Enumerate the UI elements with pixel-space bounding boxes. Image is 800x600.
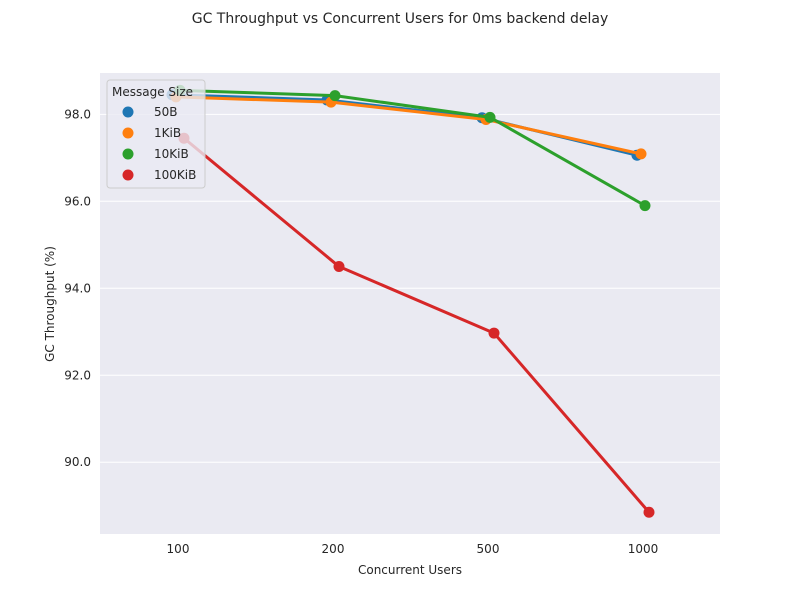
data-point — [333, 261, 345, 273]
legend-marker — [122, 127, 134, 139]
y-tick-label: 90.0 — [64, 455, 91, 469]
y-tick-label: 92.0 — [64, 368, 91, 382]
y-tick-label: 94.0 — [64, 281, 91, 295]
x-tick-label: 200 — [322, 542, 345, 556]
y-tick-label: 96.0 — [64, 194, 91, 208]
legend-title: Message Size — [112, 85, 193, 99]
x-axis: 100 200 500 1000 — [167, 542, 659, 556]
y-axis-label: GC Throughput (%) — [43, 246, 57, 362]
legend-marker — [122, 148, 134, 160]
series-line — [174, 95, 643, 156]
y-tick-label: 98.0 — [64, 107, 91, 121]
data-point — [329, 90, 341, 102]
legend-entry: 100KiB — [154, 168, 196, 182]
legend-box — [106, 79, 206, 189]
chart-title: GC Throughput vs Concurrent Users for 0m… — [192, 11, 609, 27]
series-layer — [166, 84, 655, 518]
series-line — [178, 88, 647, 208]
y-axis: 90.0 92.0 94.0 96.0 98.0 — [64, 107, 91, 469]
data-point — [643, 506, 655, 518]
legend-entry: 10KiB — [154, 147, 189, 161]
data-point — [639, 200, 651, 212]
x-tick-label: 100 — [167, 542, 190, 556]
x-axis-label: Concurrent Users — [358, 563, 462, 577]
x-tick-label: 1000 — [628, 542, 659, 556]
x-tick-label: 500 — [477, 542, 500, 556]
gridlines — [100, 113, 720, 463]
legend: Message Size 50B 1KiB 10KiB 100KiB — [106, 79, 206, 189]
legend-entry: 1KiB — [154, 126, 181, 140]
data-point — [488, 327, 500, 339]
data-point — [635, 148, 647, 160]
data-point — [484, 111, 496, 123]
legend-marker — [122, 106, 134, 118]
legend-marker — [122, 169, 134, 181]
series-line — [182, 136, 651, 514]
legend-entry: 50B — [154, 105, 178, 119]
